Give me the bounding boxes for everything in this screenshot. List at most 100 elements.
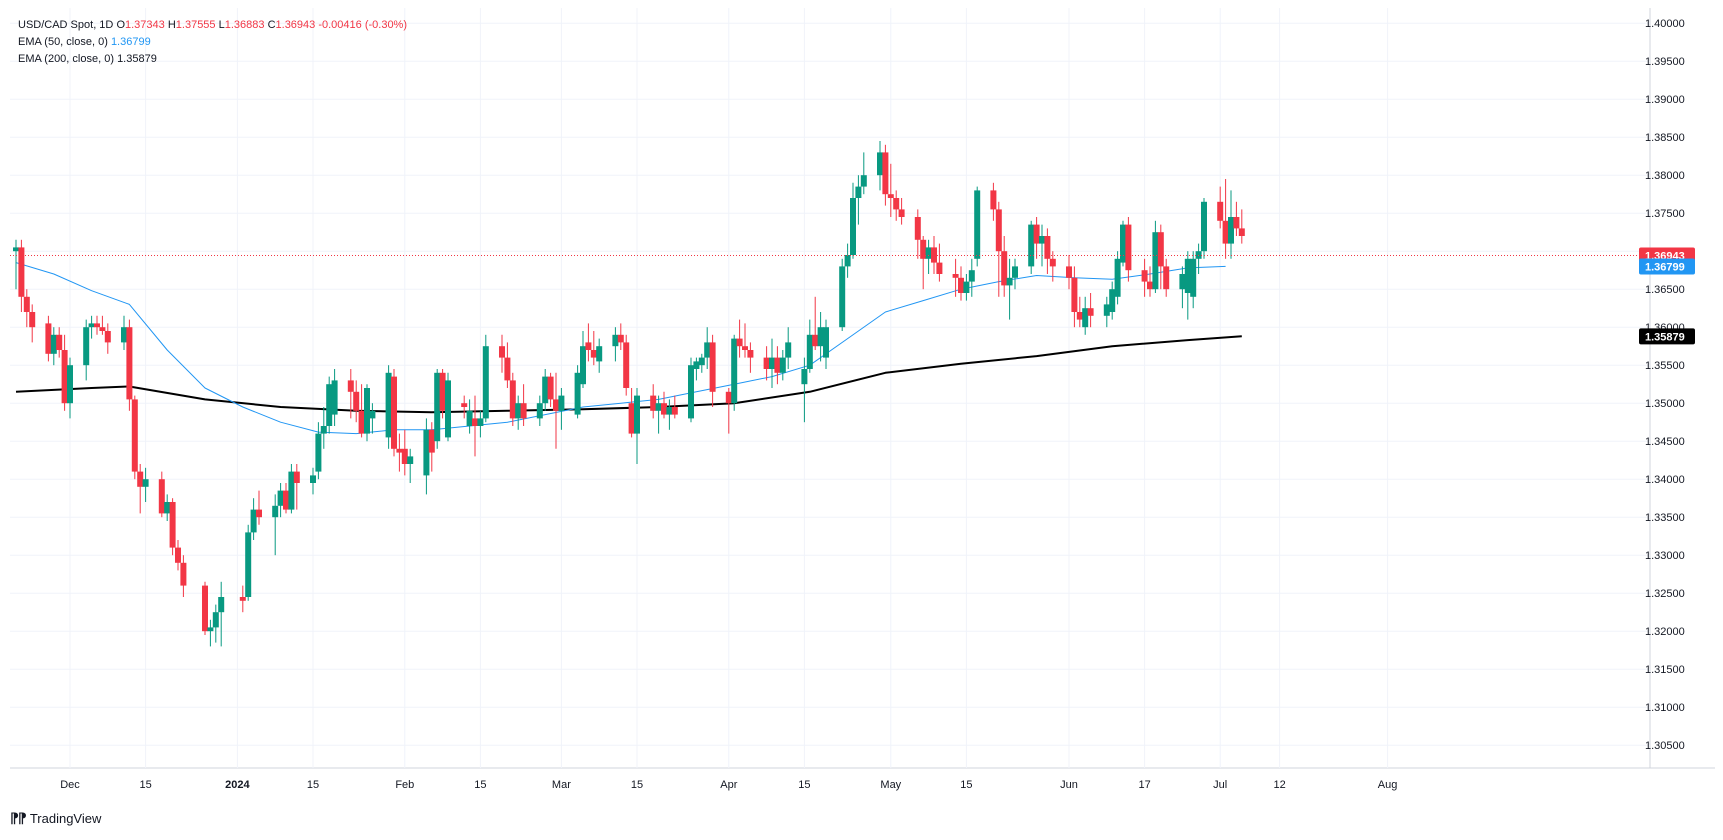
y-tick-label: 1.32500	[1645, 588, 1685, 600]
candle-down	[1066, 255, 1072, 290]
candle-body	[439, 372, 446, 411]
y-tick-label: 1.36500	[1645, 284, 1685, 296]
candle-up	[823, 319, 829, 369]
candle-body	[428, 429, 435, 453]
low-value: 1.36883	[224, 19, 265, 31]
candle-up	[423, 418, 430, 495]
candle-down	[1147, 266, 1153, 297]
x-tick-label: Aug	[1378, 779, 1398, 791]
symbol-label[interactable]: USD/CAD Spot, 1D	[18, 19, 114, 31]
candle-down	[175, 540, 181, 571]
candle-up	[968, 258, 975, 297]
candle-up	[655, 395, 662, 434]
candle-body	[104, 331, 111, 343]
candle-up	[1028, 220, 1035, 274]
close-label: C	[267, 19, 276, 31]
candle-down	[1001, 236, 1008, 297]
candle-body	[1147, 281, 1153, 290]
y-tick-label: 1.33000	[1645, 550, 1685, 562]
candle-up	[310, 467, 316, 495]
candle-up	[482, 334, 489, 423]
candle-body	[369, 410, 376, 419]
candle-up	[1195, 243, 1202, 274]
candle-body	[995, 209, 1002, 252]
candle-body	[250, 509, 257, 533]
candle-body	[731, 338, 738, 404]
x-tick-label: May	[880, 779, 901, 791]
candle-body	[293, 471, 300, 483]
candle-up	[925, 239, 932, 274]
ema200-line	[15, 335, 1242, 414]
candle-body	[401, 448, 408, 464]
candle-body	[844, 255, 851, 267]
candle-down	[1033, 217, 1040, 259]
candle-body	[623, 342, 630, 388]
candle-body	[547, 376, 554, 400]
candle-body	[385, 372, 392, 438]
candle-down	[180, 555, 187, 597]
candle-body	[1222, 220, 1229, 244]
candle-down	[882, 144, 889, 206]
candle-body	[1087, 308, 1094, 316]
candle-up	[1120, 220, 1126, 267]
candle-down	[45, 315, 52, 362]
candle-down	[401, 429, 408, 476]
candle-body	[736, 338, 743, 347]
candle-up	[580, 331, 586, 388]
candle-up	[1201, 198, 1207, 259]
candle-up	[688, 357, 694, 423]
candle-body	[23, 296, 30, 312]
candle-body	[617, 334, 624, 343]
x-tick-label: Jul	[1213, 779, 1227, 791]
candle-body	[407, 456, 414, 464]
candle-down	[472, 395, 478, 457]
candle-down	[137, 464, 144, 514]
candle-body	[158, 479, 165, 514]
candle-body	[1109, 289, 1116, 312]
candle-body	[590, 350, 597, 358]
candle-body	[774, 357, 781, 373]
ema200-row[interactable]: EMA (200, close, 0) 1.35879	[18, 51, 407, 68]
candle-body	[936, 262, 943, 274]
candle-up	[515, 395, 522, 430]
candle-body	[180, 562, 187, 586]
candle-body	[1001, 251, 1008, 286]
candle-body	[353, 391, 360, 411]
candle-body	[245, 532, 252, 597]
candle-body	[580, 346, 586, 385]
candle-body	[29, 312, 36, 328]
candle-down	[396, 433, 403, 472]
candle-body	[277, 490, 284, 506]
candle-body	[893, 198, 900, 210]
candle-down	[202, 581, 208, 635]
candle-up	[331, 369, 338, 426]
y-tick-label: 1.31500	[1645, 664, 1685, 676]
ema50-badge-bg	[1639, 258, 1695, 275]
tradingview-logo[interactable]: ⁋⁋ TradingView	[10, 810, 101, 827]
candle-up	[88, 315, 95, 339]
candle-body	[839, 266, 846, 328]
candle-body	[742, 346, 748, 350]
ema50-value: 1.36799	[110, 36, 151, 48]
candle-body	[1201, 201, 1207, 252]
candle-body	[553, 399, 559, 411]
candle-body	[61, 350, 68, 404]
low-label: L	[218, 19, 225, 31]
ema50-row[interactable]: EMA (50, close, 0) 1.36799	[18, 34, 407, 51]
candle-up	[1179, 266, 1186, 309]
candle-up	[13, 239, 19, 290]
candle-body	[1125, 224, 1132, 271]
candle-body	[1228, 217, 1234, 244]
x-tick-label: 15	[139, 779, 151, 791]
candle-up	[212, 604, 219, 643]
candle-body	[542, 376, 549, 404]
candle-body	[769, 357, 775, 369]
candle-body	[990, 190, 997, 210]
candle-up	[1228, 190, 1234, 259]
candle-up	[612, 327, 619, 362]
candle-body	[887, 194, 894, 198]
candle-body	[585, 342, 592, 350]
candle-body	[693, 361, 700, 369]
